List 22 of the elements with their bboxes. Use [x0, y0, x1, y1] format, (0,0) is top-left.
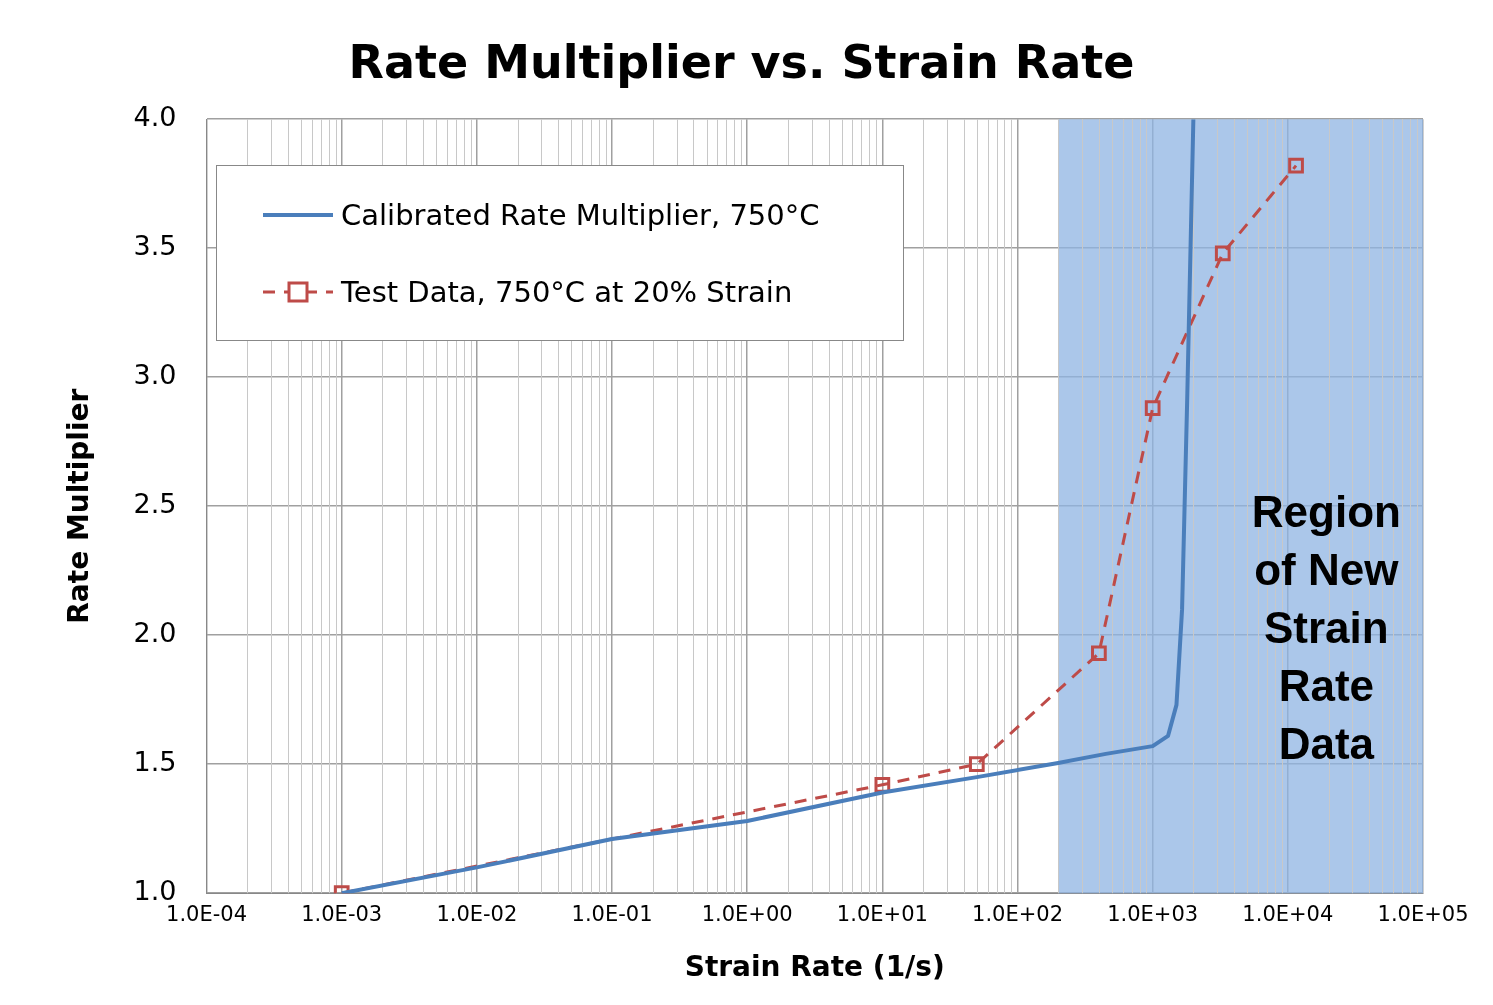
x-tick-label: 1.0E+02 [972, 902, 1064, 927]
x-tick-label: 1.0E+01 [836, 902, 928, 927]
band-label: Region of New Strain Rate Data [1251, 487, 1401, 769]
chart-title: Rate Multiplier vs. Strain Rate [348, 34, 1135, 89]
y-tick-label: 3.5 [133, 230, 177, 262]
y-tick-label: 1.5 [133, 746, 177, 778]
y-tick-label: 4.0 [133, 101, 177, 133]
x-axis-title: Strain Rate (1/s) [684, 950, 945, 984]
legend-label: Test Data, 750°C at 20% Strain [341, 274, 793, 309]
y-axis-title: Rate Multiplier [62, 388, 96, 624]
y-tick-label: 2.0 [133, 617, 177, 649]
x-tick-label: 1.0E-01 [571, 902, 653, 927]
x-tick-label: 1.0E+05 [1377, 902, 1469, 927]
y-tick-label: 2.5 [133, 488, 177, 520]
x-tick-label: 1.0E-03 [301, 902, 383, 927]
x-tick-label: 1.0E+03 [1107, 902, 1199, 927]
legend-label: Calibrated Rate Multiplier, 750°C [341, 197, 820, 232]
x-tick-label: 1.0E-04 [166, 902, 248, 927]
y-tick-label: 3.0 [133, 359, 177, 391]
x-tick-label: 1.0E+04 [1242, 902, 1334, 927]
x-tick-label: 1.0E+00 [701, 902, 793, 927]
x-tick-label: 1.0E-02 [436, 902, 518, 927]
